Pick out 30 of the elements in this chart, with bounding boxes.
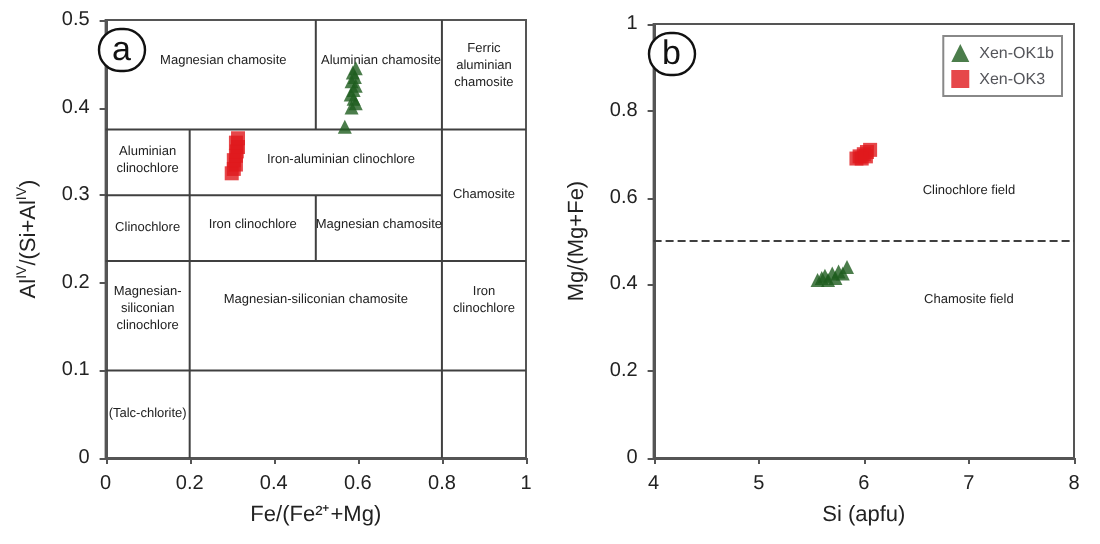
y-tick-label: 0.3	[61, 184, 91, 207]
chart-title: b	[662, 34, 681, 72]
y-tick-label: 0.6	[609, 186, 639, 209]
y-tick-label: 0.5	[61, 9, 91, 31]
chart-title: a	[112, 30, 132, 68]
x-tick-label: 5	[753, 473, 766, 495]
x-axis-title: Fe/(Fe²⁺+Mg)	[250, 502, 382, 527]
y-tick-label: 0.8	[609, 99, 639, 122]
y-tick-label: 0	[626, 447, 639, 469]
x-tick-label: 7	[963, 473, 976, 495]
x-tick-label: 1	[520, 473, 533, 495]
x-tick-label: 0.4	[259, 473, 289, 495]
y-tick-label: 1	[626, 13, 639, 35]
y-tick-label: 0.1	[61, 359, 91, 382]
x-tick-label: 0.2	[175, 473, 205, 495]
y-tick-label: 0	[78, 447, 91, 469]
y-tick-label: 0.4	[61, 96, 91, 119]
x-tick-label: 6	[858, 473, 871, 495]
x-tick-label: 0.8	[428, 473, 457, 495]
legend-label: Xen-OK3	[979, 70, 1047, 88]
x-tick-label: 4	[648, 473, 661, 495]
x-tick-label: 8	[1068, 473, 1081, 495]
y-tick-label: 0.4	[609, 273, 639, 296]
x-tick-label: 0.6	[343, 473, 373, 495]
y-axis-title: Mg/(Mg+Fe)	[565, 180, 589, 302]
y-tick-label: 0.2	[609, 360, 639, 383]
legend-label: Xen-OK1b	[979, 44, 1056, 62]
x-axis-title: Si (apfu)	[822, 502, 906, 527]
y-tick-label: 0.2	[61, 271, 91, 294]
x-tick-label: 0	[100, 473, 113, 495]
